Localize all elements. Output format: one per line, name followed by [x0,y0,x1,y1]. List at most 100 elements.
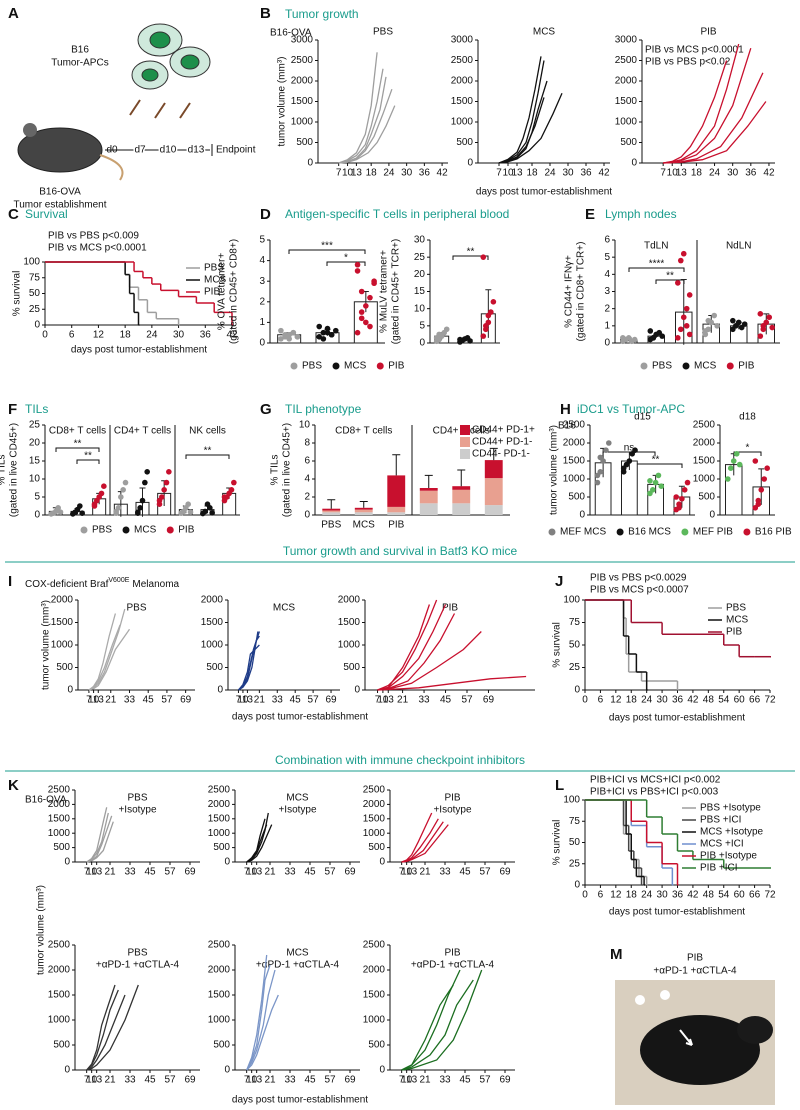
x-tick-label: 10 [246,1075,258,1086]
panel-letter: E [585,206,595,223]
x-tick-label: 45 [304,867,316,878]
x-tick-label: 10 [86,867,98,878]
data-point [187,509,194,515]
y-tick-label: 75 [29,272,41,283]
x-tick-label: 18 [626,695,638,706]
x-tick-label: 33 [439,867,451,878]
growth-curve [663,72,764,164]
x-tick-label: 57 [479,1075,491,1086]
y-tick-label: 1500 [48,813,71,824]
legend-label: MCS [204,275,227,286]
data-point [684,479,691,486]
y-tick-label: 1000 [208,828,231,839]
x-tick-label: 21 [264,867,276,878]
y-axis-label: (gated in CD45+ CD8+) [229,239,240,344]
legend-label: PBS +Isotype [700,803,761,814]
error-bar [457,469,466,487]
data-point [683,323,690,329]
data-point [228,487,235,493]
y-tick-label: 1500 [563,456,586,467]
data-point [658,483,665,490]
y-tick-label: 2500 [363,785,386,796]
legend-label: CD44+ PD-1- [472,437,532,448]
y-tick-label: 2000 [563,438,586,449]
growth-curve [498,80,548,164]
significance-bracket [55,447,100,452]
y-tick-label: 25 [569,662,581,673]
error-bar [489,447,498,461]
data-point [675,335,681,341]
data-point [367,323,373,330]
x-tick-label: 13 [406,1075,418,1086]
y-tick-label: 500 [206,662,223,673]
y-axis-label: (gated in live CD45+) [282,423,293,517]
y-tick-label: 3 [259,276,265,287]
legend-swatch [640,362,648,370]
y-tick-label: 100 [563,795,580,806]
y-tick-label: 0 [419,338,425,349]
y-tick-label: 100 [23,257,40,268]
data-point [686,331,693,338]
y-tick-label: 10 [299,420,311,431]
x-tick-label: 13 [351,168,363,179]
x-tick-label: 13 [251,867,263,878]
data-point [679,496,685,502]
data-point [278,336,284,342]
y-tick-label: 500 [343,662,360,673]
y-tick-label: 2500 [48,785,71,796]
growth-curve [88,613,117,691]
x-tick-label: 54 [718,890,730,901]
x-tick-label: 0 [582,695,588,706]
legend-swatch [681,528,689,536]
data-point [354,268,361,274]
legend-label: MCS [344,361,367,372]
y-tick-label: 500 [213,1040,230,1051]
y-tick-label: 500 [53,842,70,853]
x-tick-label: 24 [709,168,721,179]
x-tick-label: 42 [687,890,699,901]
growth-curve [338,88,393,164]
data-point [144,469,150,475]
y-tick-label: 2500 [208,940,231,951]
chart-title: MCS [273,603,296,614]
growth-curve [663,60,728,164]
x-tick-label: 48 [703,890,715,901]
data-point [680,314,687,321]
y-tick-label: 1500 [338,617,361,628]
data-point [156,497,163,504]
bar-segment [387,475,406,507]
chart-title: PBS [126,603,146,614]
legend-label: MCS +ICI [700,839,744,850]
data-point [760,323,767,329]
chart-title: PBS [127,948,147,959]
data-point [677,257,684,264]
significance-label: ** [204,446,212,457]
legend-label: MCS [694,361,717,372]
legend-label: PIB [178,525,194,536]
model-label: B16-OVA [25,795,67,806]
x-tick-label: 18 [526,168,538,179]
data-point [91,503,98,509]
y-tick-label: 15 [29,456,41,467]
growth-curve [246,969,276,1071]
x-tick-label: 13 [511,168,523,179]
x-tick-label: 57 [479,867,491,878]
x-axis-label: days post tumor-establishment [609,713,745,724]
y-tick-label: 1500 [201,617,224,628]
annotation: PIB vs MCS p<0.0001 [645,45,744,56]
data-point [620,465,627,472]
data-point [320,336,327,342]
data-point [650,335,657,341]
annotation: PIB vs PBS p<0.0029 [590,573,687,584]
y-tick-label: 0 [574,880,580,891]
chart-title: PIB [444,948,460,959]
data-point [139,497,146,504]
y-axis-label: (gated in CD8+ TCR+) [576,242,587,342]
y-tick-label: 0 [354,685,360,696]
data-point [741,321,748,327]
y-tick-label: 500 [56,662,73,673]
x-tick-label: 33 [284,867,296,878]
y-tick-label: 0 [67,685,73,696]
x-tick-label: 13 [242,695,254,706]
x-tick-label: 21 [419,867,431,878]
